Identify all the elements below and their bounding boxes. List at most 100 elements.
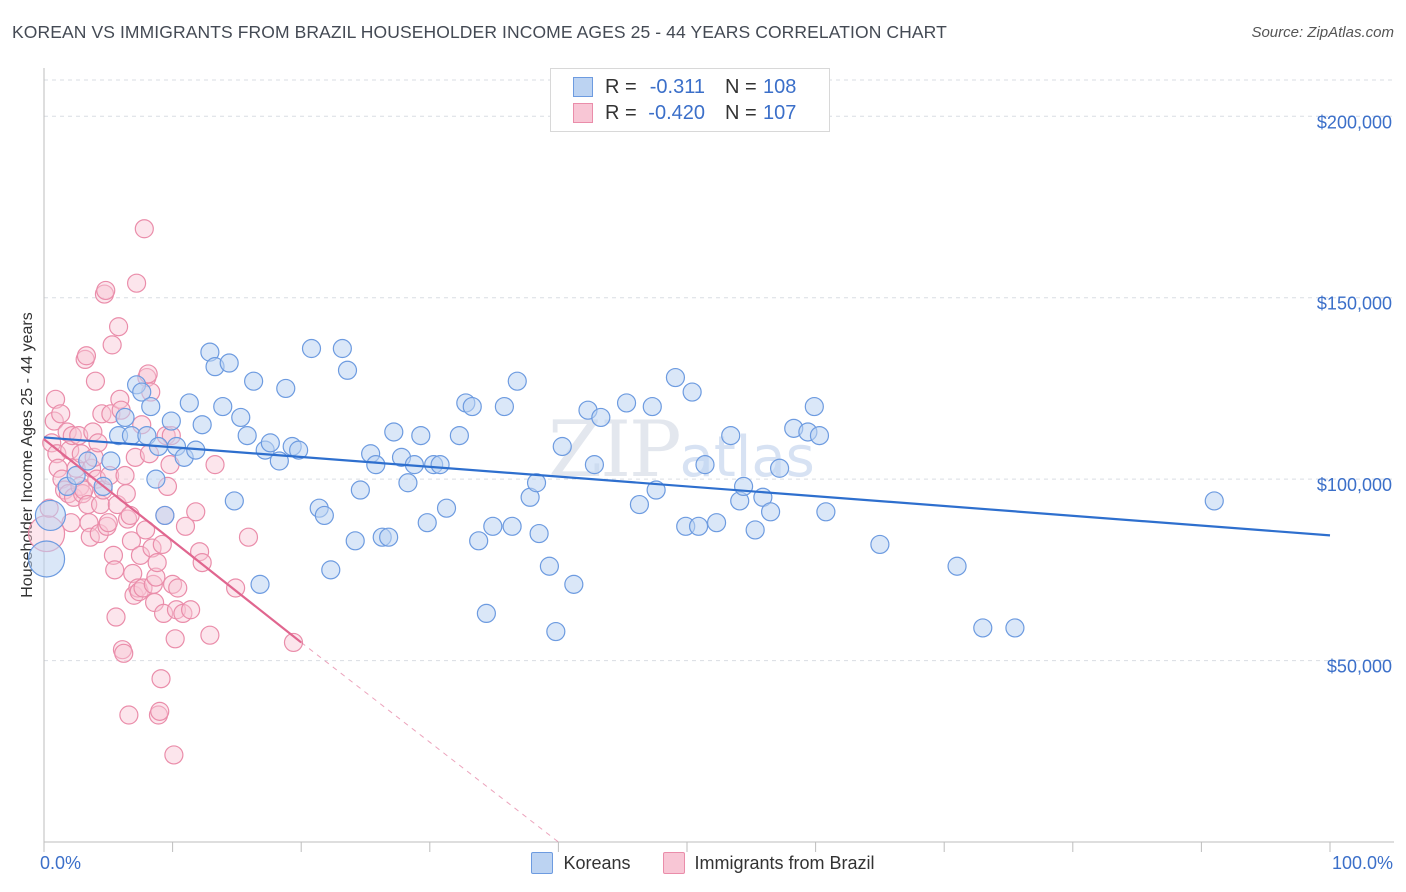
korean-point [769, 458, 790, 478]
korean-point [682, 382, 702, 402]
brazil-point [166, 600, 187, 620]
korean-point [502, 516, 522, 536]
korean-point [1204, 491, 1224, 511]
korean-point [398, 473, 418, 493]
r-key: R = [605, 101, 637, 124]
brazil-point [163, 574, 183, 594]
brazil-point [102, 335, 122, 355]
korean-point [629, 494, 650, 515]
x-tick-label-min: 0.0% [40, 853, 81, 873]
korean-point [695, 455, 715, 475]
brazil-point [146, 567, 166, 587]
korean-point [155, 505, 175, 526]
korean-point [321, 560, 341, 580]
korean-point [546, 621, 566, 642]
series-legend: Koreans Immigrants from Brazil [0, 852, 1406, 874]
korean-point [591, 407, 611, 428]
brazil-point [114, 643, 134, 663]
koreans-legend-swatch [531, 852, 554, 874]
n-value: 107 [763, 101, 797, 124]
korean-point [760, 502, 781, 522]
korean-point [141, 396, 161, 417]
legend-row-brazil: R = -0.420 N = 107 [573, 101, 796, 125]
brazil-point [186, 502, 206, 522]
brazil-point [125, 447, 145, 467]
korean-point [237, 426, 257, 446]
brazil-point [120, 505, 140, 526]
brazil-point [123, 563, 143, 584]
korean-point [816, 502, 836, 522]
legend-item-brazil[interactable]: Immigrants from Brazil [662, 852, 875, 874]
korean-point [379, 527, 399, 547]
korean-point [507, 371, 527, 391]
correlation-legend: R = -0.311 N = 108 R = -0.420 N = 107 [550, 68, 830, 132]
korean-point [260, 433, 280, 453]
brazil-point [226, 578, 246, 598]
korean-point [332, 338, 352, 359]
brazil-point [96, 280, 116, 301]
korean-point [289, 440, 309, 460]
korean-point [733, 476, 754, 496]
legend-item-koreans[interactable]: Koreans [531, 852, 631, 874]
brazil-point [106, 607, 126, 627]
brazil-point [44, 411, 64, 431]
korean-point [616, 393, 637, 413]
brazil-point [116, 484, 136, 504]
brazil-point [98, 513, 118, 533]
brazil-point [133, 578, 153, 598]
legend-row-koreans: R = -0.311 N = 108 [573, 75, 796, 99]
korean-point [584, 455, 605, 475]
brazil-point [76, 346, 97, 366]
korean-point [552, 436, 572, 457]
korean-point [66, 465, 86, 486]
korean-point [34, 499, 67, 532]
brazil-point [117, 509, 138, 529]
brazil-point [119, 705, 139, 725]
korean-point [449, 426, 469, 446]
korean-point [973, 618, 993, 638]
brazil-trendline [43, 438, 302, 644]
korean-point [384, 422, 404, 442]
korean-point [688, 516, 709, 536]
brazil-point [51, 404, 71, 424]
korean-point [706, 513, 727, 533]
korean-point [146, 469, 166, 489]
korean-point [526, 473, 547, 493]
n-key: N = [725, 101, 757, 124]
x-tick-label-max: 100.0% [1332, 853, 1393, 873]
korean-point [231, 407, 251, 428]
korean-point [539, 556, 559, 576]
brazil-point [115, 465, 135, 486]
r-key: R = [605, 75, 637, 98]
korean-point [646, 480, 666, 500]
brazil-point [85, 371, 106, 391]
korean-point [350, 480, 370, 500]
korean-point [314, 505, 334, 526]
r-value: -0.311 [649, 75, 705, 98]
korean-point [224, 491, 244, 511]
korean-point [161, 411, 181, 431]
korean-point [27, 540, 66, 578]
korean-point [366, 455, 386, 475]
brazil-point [175, 516, 196, 536]
brazil-point [165, 629, 185, 649]
brazil-point [135, 520, 156, 540]
brazil-point [103, 545, 124, 565]
brazil-point [108, 317, 129, 337]
korean-point [564, 574, 584, 594]
korean-point [469, 531, 489, 551]
legend-label-brazil: Immigrants from Brazil [694, 852, 875, 873]
korean-point [476, 603, 496, 624]
korean-point [436, 498, 457, 518]
brazil-legend-swatch [662, 852, 685, 874]
korean-point [132, 382, 152, 402]
brazil-swatch [573, 103, 593, 123]
n-key: N = [725, 75, 757, 98]
korean-point [529, 523, 549, 544]
korean-point [494, 396, 514, 417]
korean-point [642, 396, 662, 417]
korean-point [219, 353, 239, 373]
korean-point [301, 338, 322, 359]
brazil-point [150, 701, 170, 721]
